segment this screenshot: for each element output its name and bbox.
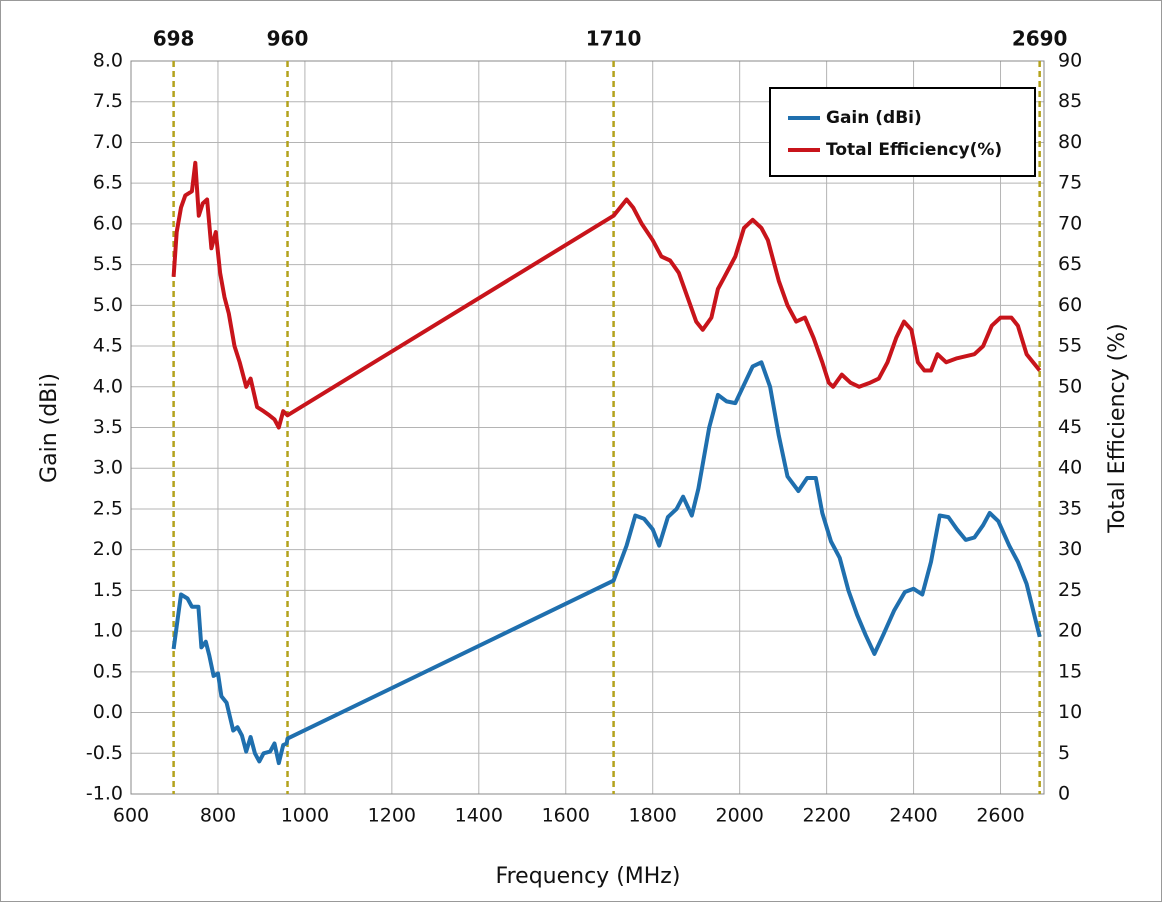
y-tick-label: 2.5 [93,497,123,519]
series-line [171,160,1042,430]
y2-tick-label: 0 [1058,783,1070,805]
plot-border [130,60,1045,795]
y-tick-label: 1.5 [93,579,123,601]
y-tick-label: 0.0 [93,701,123,723]
y2-axis-label: Total Efficiency (%) [1105,323,1130,533]
y-tick-label: -1.0 [86,783,123,805]
series-line [171,360,1042,766]
x-tick-label: 1000 [281,805,329,827]
y2-tick-label: 50 [1058,375,1082,397]
y-tick-label: 7.5 [93,90,123,112]
y2-tick-label: 55 [1058,335,1082,357]
y2-tick-label: 75 [1058,172,1082,194]
y2-tick-label: 60 [1058,294,1082,316]
x-tick-label: 2400 [889,805,937,827]
y2-tick-label: 85 [1058,90,1082,112]
y-tick-label: 2.0 [93,538,123,560]
x-tick-label: 1400 [455,805,503,827]
y-tick-label: 4.0 [93,375,123,397]
y2-tick-label: 65 [1058,253,1082,275]
x-tick-label: 800 [200,805,236,827]
y2-tick-label: 45 [1058,416,1082,438]
y2-tick-label: 80 [1058,131,1082,153]
y-axis-label: Gain (dBi) [37,373,62,483]
y2-tick-label: 15 [1058,660,1082,682]
x-tick-label: 600 [113,805,149,827]
y2-tick-label: 5 [1058,742,1070,764]
y2-tick-label: 90 [1058,50,1082,72]
y-tick-label: 5.5 [93,253,123,275]
x-tick-label: 2200 [802,805,850,827]
x-tick-label: 1600 [542,805,590,827]
x-tick-label: 1800 [629,805,677,827]
y-tick-label: 3.0 [93,457,123,479]
y2-tick-label: 10 [1058,701,1082,723]
legend-label: Gain (dBi) [826,108,922,128]
y2-tick-label: 20 [1058,620,1082,642]
y-tick-label: 4.5 [93,335,123,357]
y-tick-label: 3.5 [93,416,123,438]
y2-tick-label: 35 [1058,497,1082,519]
y-tick-label: 5.0 [93,294,123,316]
marker-label: 1710 [586,27,642,51]
marker-label: 2690 [1012,27,1068,51]
y-tick-label: 7.0 [93,131,123,153]
legend-label: Total Efficiency(%) [826,140,1002,160]
y-tick-label: 1.0 [93,620,123,642]
x-tick-label: 2000 [715,805,763,827]
y-tick-label: 6.0 [93,212,123,234]
y2-tick-label: 25 [1058,579,1082,601]
y-tick-label: 6.5 [93,172,123,194]
x-axis-label: Frequency (MHz) [496,864,681,889]
y-tick-label: -0.5 [86,742,123,764]
x-tick-label: 1200 [368,805,416,827]
y-tick-label: 8.0 [93,50,123,72]
marker-label: 698 [153,27,195,51]
legend-box [769,87,1036,177]
y-tick-label: 0.5 [93,660,123,682]
marker-label: 960 [267,27,309,51]
x-tick-label: 2600 [976,805,1024,827]
y2-tick-label: 40 [1058,457,1082,479]
y2-tick-label: 30 [1058,538,1082,560]
y2-tick-label: 70 [1058,212,1082,234]
